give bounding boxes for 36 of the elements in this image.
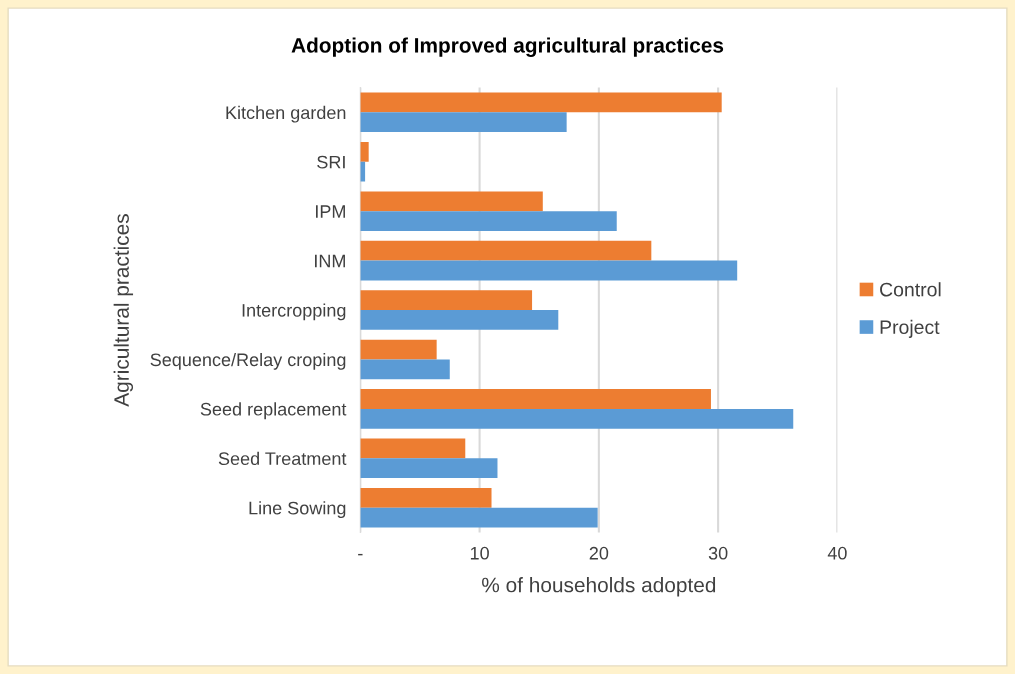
bar: [360, 290, 533, 311]
bar: [360, 141, 369, 162]
bar: [360, 408, 794, 429]
bar: [360, 389, 711, 409]
bar: [360, 438, 466, 459]
y-tick-label: IPM: [316, 205, 345, 218]
bar: [360, 260, 738, 281]
y-axis-title: Agricultural practices: [113, 214, 134, 407]
bar: [360, 211, 617, 231]
x-tick-label: 40: [827, 546, 847, 560]
y-tick-label: Intercropping: [242, 303, 346, 321]
bar: [360, 359, 450, 380]
y-tick-label: Line Sowing: [249, 501, 346, 519]
legend-label: Project: [880, 319, 940, 338]
y-tick-label: Seed replacement: [200, 402, 347, 420]
bar: [360, 112, 567, 133]
bar: [360, 507, 598, 528]
bar: [360, 240, 652, 261]
bar: [360, 310, 559, 330]
y-tick-label: INM: [315, 254, 345, 268]
y-tick-label: Seed Treatment: [218, 451, 347, 466]
bar: [360, 458, 498, 479]
bar: [360, 487, 492, 508]
x-tick-label: 30: [708, 546, 728, 560]
legend-label: Control: [880, 282, 941, 297]
x-axis-title: % of households adopted: [482, 577, 716, 597]
bar: [360, 191, 543, 212]
y-tick-label: Kitchen garden: [226, 105, 346, 123]
y-tick-label: SRI: [317, 155, 345, 169]
bar: [360, 92, 722, 113]
x-tick-label: 20: [589, 546, 609, 560]
bar: [360, 339, 437, 360]
x-tick-label: -: [358, 553, 363, 556]
y-tick-label: Sequence/Relay croping: [150, 352, 346, 370]
chart-title: Adoption of Improved agricultural practices: [291, 37, 724, 57]
x-tick-label: 10: [470, 546, 489, 560]
